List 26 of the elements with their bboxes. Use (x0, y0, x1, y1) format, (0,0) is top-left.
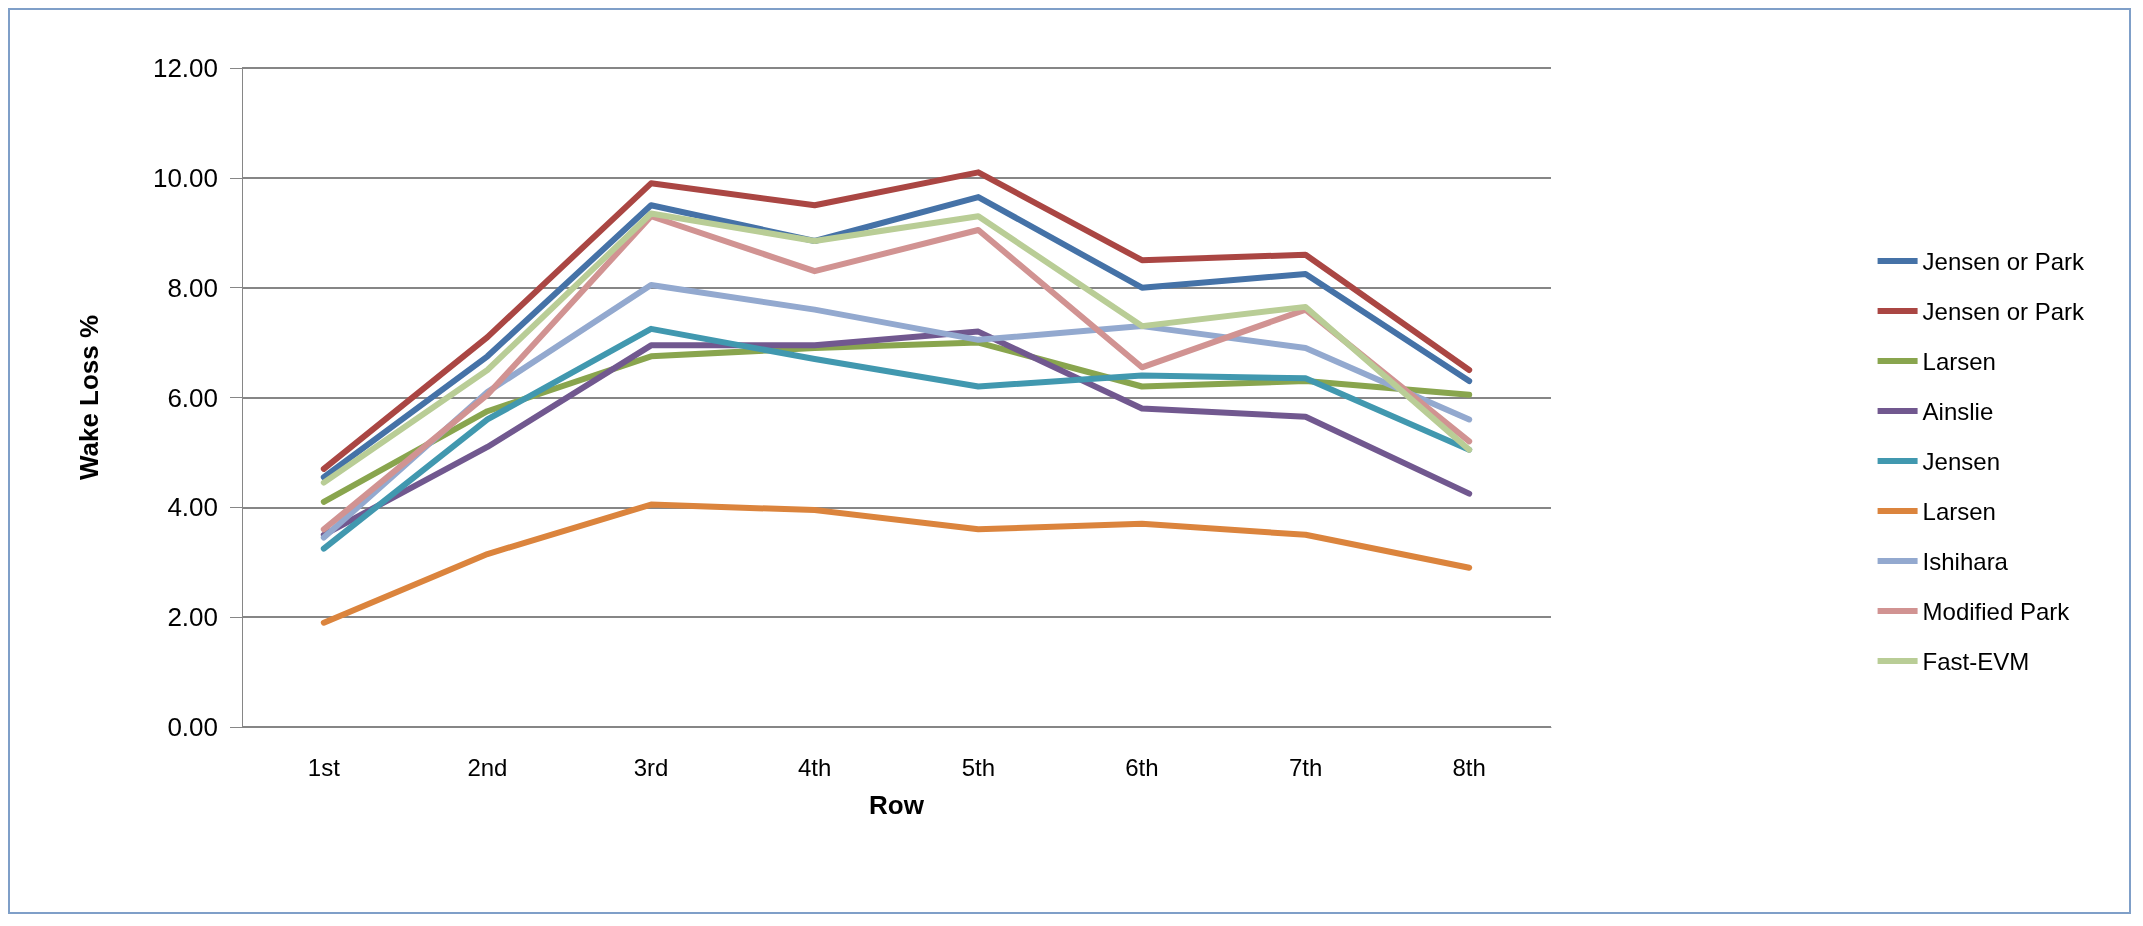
x-tick-label: 5th (961, 753, 995, 781)
legend-label: Ainslie (1922, 397, 1994, 425)
y-tick-label: 2.00 (167, 602, 218, 633)
legend-label: Fast-EVM (1922, 647, 2030, 675)
legend-label: Larsen (1922, 497, 1996, 525)
x-axis-title: Row (869, 790, 925, 820)
x-tick-label: 2nd (467, 753, 508, 781)
x-tick-label: 3rd (633, 753, 669, 781)
y-tick-label: 4.00 (167, 492, 218, 523)
legend-label: Modified Park (1922, 597, 2071, 625)
legend-label: Jensen (1922, 447, 2000, 475)
y-tick-label: 10.00 (152, 162, 218, 193)
y-axis-title: Wake Loss % (74, 314, 104, 481)
y-tick-label: 8.00 (167, 272, 218, 303)
legend-label: Jensen or Park (1922, 247, 2085, 275)
legend-label: Larsen (1922, 347, 1996, 375)
legend-label: Ishihara (1922, 547, 2009, 575)
y-tick-label: 12.00 (152, 53, 218, 83)
y-tick-label: 0.00 (167, 712, 218, 742)
x-tick-label: 1st (307, 753, 341, 781)
x-tick-label: 4th (798, 753, 832, 781)
x-tick-label: 7th (1288, 753, 1323, 781)
legend-label: Jensen or Park (1922, 297, 2085, 325)
y-tick-label: 6.00 (167, 382, 218, 413)
x-tick-label: 8th (1452, 753, 1486, 781)
x-tick-label: 6th (1125, 753, 1159, 781)
